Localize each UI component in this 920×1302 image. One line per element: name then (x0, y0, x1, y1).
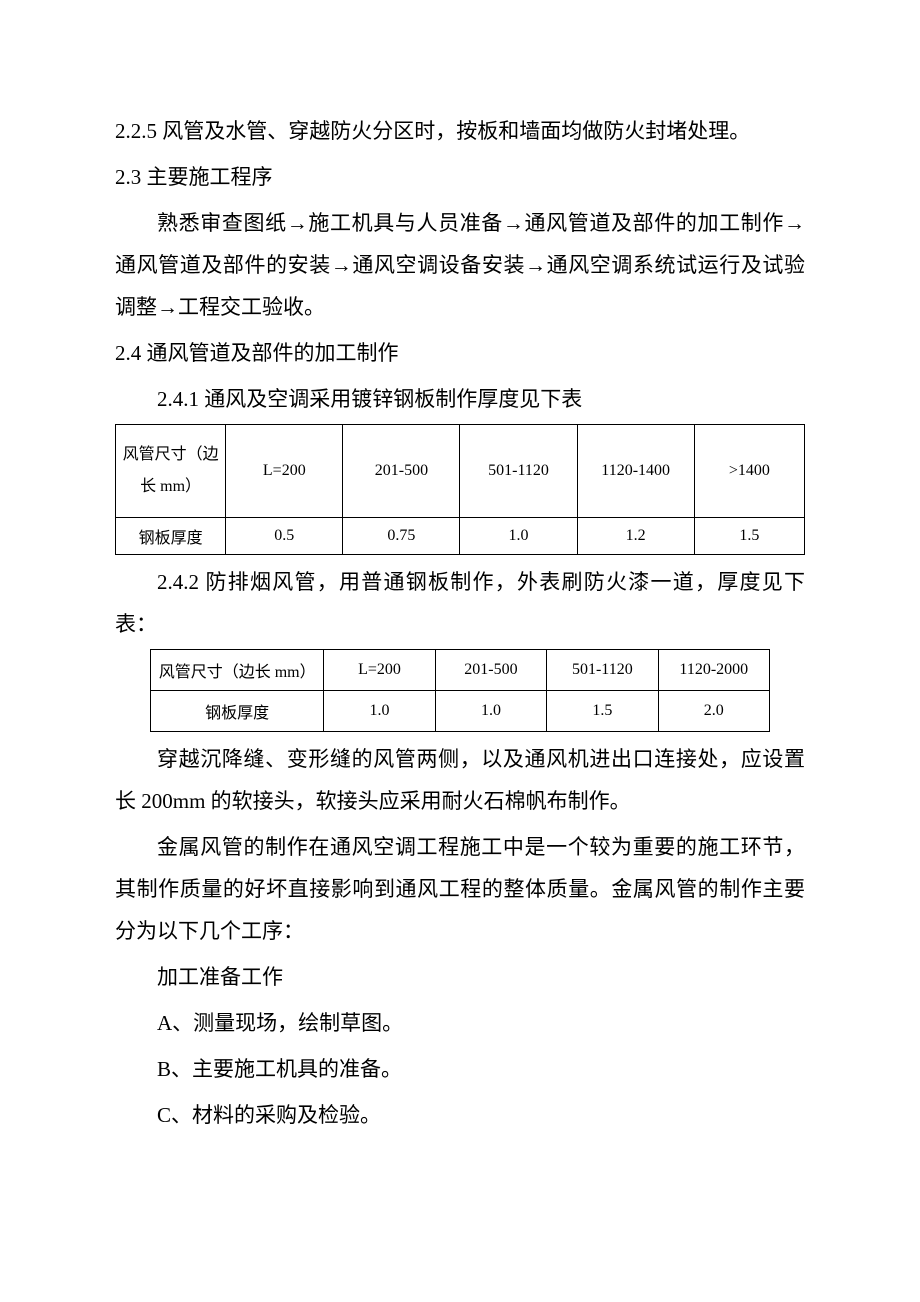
item-a: A、测量现场，绘制草图。 (115, 1002, 805, 1044)
table-row: 风管尺寸（边长 mm） L=200 201-500 501-1120 1120-… (151, 650, 770, 691)
table-steel-thickness-1: 风管尺寸（边长 mm） L=200 201-500 501-1120 1120-… (115, 424, 805, 555)
table-cell: 501-1120 (547, 650, 658, 691)
paragraph-225: 2.2.5 风管及水管、穿越防火分区时，按板和墙面均做防火封堵处理。 (115, 110, 805, 152)
table-cell: L=200 (324, 650, 435, 691)
row-header: 钢板厚度 (116, 518, 226, 555)
row-header: 风管尺寸（边长 mm） (151, 650, 324, 691)
table-cell: 1.2 (577, 518, 694, 555)
table-cell: 1120-2000 (658, 650, 769, 691)
table-cell: 201-500 (343, 425, 460, 518)
table-cell: 501-1120 (460, 425, 577, 518)
table-cell: 2.0 (658, 691, 769, 732)
section-2-3: 2.3 主要施工程序 (115, 156, 805, 198)
table-cell: 0.75 (343, 518, 460, 555)
section-2-4: 2.4 通风管道及部件的加工制作 (115, 332, 805, 374)
item-c: C、材料的采购及检验。 (115, 1094, 805, 1136)
table-cell: 1.0 (324, 691, 435, 732)
table-row: 钢板厚度 1.0 1.0 1.5 2.0 (151, 691, 770, 732)
table-cell: 1.5 (547, 691, 658, 732)
table-cell: >1400 (694, 425, 804, 518)
table-cell: 201-500 (435, 650, 546, 691)
section-2-4-1: 2.4.1 通风及空调采用镀锌钢板制作厚度见下表 (115, 378, 805, 420)
item-b: B、主要施工机具的准备。 (115, 1048, 805, 1090)
table-steel-thickness-2: 风管尺寸（边长 mm） L=200 201-500 501-1120 1120-… (150, 649, 770, 732)
table-cell: 1.5 (694, 518, 804, 555)
paragraph-metal-duct: 金属风管的制作在通风空调工程施工中是一个较为重要的施工环节，其制作质量的好坏直接… (115, 826, 805, 952)
table-cell: 1120-1400 (577, 425, 694, 518)
paragraph-2-3-body: 熟悉审查图纸→施工机具与人员准备→通风管道及部件的加工制作→通风管道及部件的安装… (115, 202, 805, 328)
table-row: 风管尺寸（边长 mm） L=200 201-500 501-1120 1120-… (116, 425, 805, 518)
table-cell: 0.5 (226, 518, 343, 555)
row-header: 风管尺寸（边长 mm） (116, 425, 226, 518)
table-row: 钢板厚度 0.5 0.75 1.0 1.2 1.5 (116, 518, 805, 555)
paragraph-soft-joint: 穿越沉降缝、变形缝的风管两侧，以及通风机进出口连接处，应设置长 200mm 的软… (115, 738, 805, 822)
table-cell: L=200 (226, 425, 343, 518)
section-2-4-2: 2.4.2 防排烟风管，用普通钢板制作，外表刷防火漆一道，厚度见下表： (115, 561, 805, 645)
row-header: 钢板厚度 (151, 691, 324, 732)
paragraph-prep: 加工准备工作 (115, 956, 805, 998)
table-cell: 1.0 (460, 518, 577, 555)
table-cell: 1.0 (435, 691, 546, 732)
